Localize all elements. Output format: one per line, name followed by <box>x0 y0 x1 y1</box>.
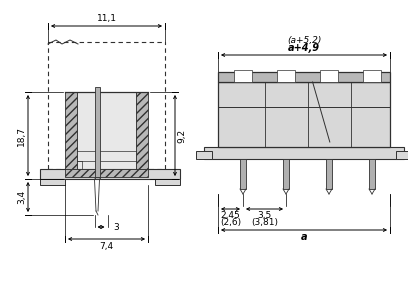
Text: 9,2: 9,2 <box>177 129 186 143</box>
Polygon shape <box>218 82 390 147</box>
Polygon shape <box>396 151 408 159</box>
Polygon shape <box>196 151 212 159</box>
Text: 11,1: 11,1 <box>97 14 117 23</box>
Polygon shape <box>40 169 180 179</box>
Polygon shape <box>155 179 180 185</box>
Text: (2,6): (2,6) <box>220 218 241 227</box>
Text: 7,4: 7,4 <box>100 242 113 251</box>
Polygon shape <box>95 177 100 179</box>
Text: a+4,9: a+4,9 <box>288 43 320 53</box>
Text: 3,5: 3,5 <box>257 211 272 220</box>
Text: 3: 3 <box>113 222 119 232</box>
Polygon shape <box>65 169 148 177</box>
Polygon shape <box>283 159 289 189</box>
Polygon shape <box>218 72 390 82</box>
Polygon shape <box>326 159 332 189</box>
Polygon shape <box>77 92 136 177</box>
Polygon shape <box>369 159 375 189</box>
Text: (3,81): (3,81) <box>251 218 278 227</box>
Polygon shape <box>65 92 77 169</box>
Polygon shape <box>277 70 295 82</box>
Text: a: a <box>301 232 307 242</box>
Polygon shape <box>40 179 65 185</box>
Text: 18,7: 18,7 <box>17 125 26 146</box>
Polygon shape <box>320 70 338 82</box>
Polygon shape <box>363 70 381 82</box>
Polygon shape <box>234 70 252 82</box>
Text: 2,45: 2,45 <box>221 211 240 220</box>
Polygon shape <box>95 87 100 177</box>
Text: (a+5,2): (a+5,2) <box>287 36 321 45</box>
Text: 3,4: 3,4 <box>17 190 26 204</box>
Polygon shape <box>240 159 246 189</box>
Polygon shape <box>136 92 148 169</box>
Polygon shape <box>204 147 404 159</box>
